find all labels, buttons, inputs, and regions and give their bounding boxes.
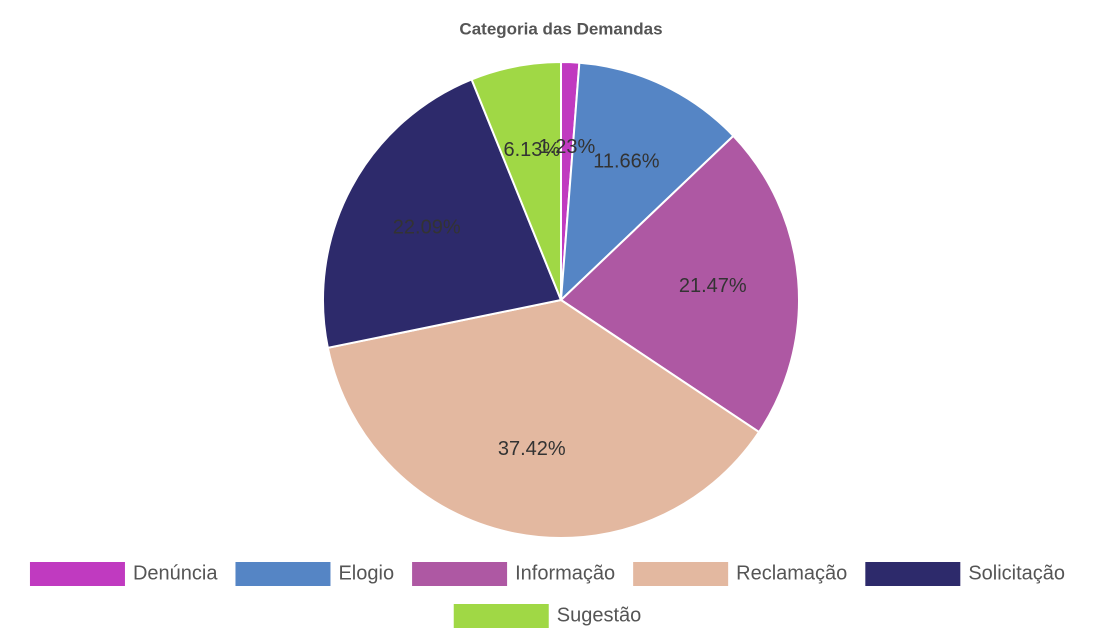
legend-swatch [453,604,549,628]
legend-label: Sugestão [557,604,642,626]
legend-label: Denúncia [133,562,218,584]
pie-slice [559,61,735,303]
legend-swatch [412,562,508,586]
legend-label: Elogio [338,562,394,584]
legend-swatch [633,562,729,586]
data-label: 1.23% [539,136,596,158]
pie-slice [559,134,800,434]
data-label: 22.09% [393,216,461,238]
legend-label: Informação [515,562,615,584]
legend-swatch [865,562,961,586]
legend-label: Solicitação [968,562,1065,584]
pie-slice [322,78,563,350]
legend-swatch [29,562,125,586]
legend-label: Reclamação [736,562,847,584]
data-label: 21.47% [679,275,747,297]
legend-swatch [235,562,331,586]
data-label: 11.66% [593,151,660,173]
data-label: 37.42% [498,438,566,460]
data-label: 6.13% [503,139,560,161]
chart-title: Categoria das Demandas [459,19,662,38]
pie-slice [326,298,761,539]
pie-slice [470,60,562,301]
